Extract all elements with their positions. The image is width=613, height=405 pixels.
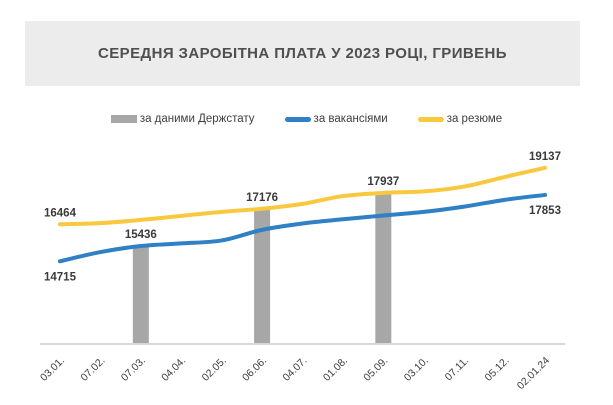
data-label: 16464: [44, 207, 77, 219]
x-axis-label: 05.12.: [483, 355, 512, 384]
legend-item-vacancies: за вакансіями: [284, 113, 388, 125]
data-label: 19137: [529, 151, 561, 163]
legend-label-resumes: за резюме: [446, 113, 503, 125]
x-axis-label: 07.11.: [443, 355, 472, 384]
chart-title: СЕРЕДНЯ ЗАРОБІТНА ПЛАТА У 2023 РОЦІ, ГРИ…: [98, 45, 507, 62]
data-label: 17937: [367, 176, 399, 188]
line-series: [58, 192, 547, 264]
x-axis-label: 07.02.: [78, 355, 107, 384]
line-swatch-icon: [284, 116, 311, 122]
bar-05.09.: [375, 193, 392, 344]
data-label: 14715: [44, 271, 77, 283]
legend-item-statistics: за даними Держстату: [110, 113, 255, 125]
bar-07.03.: [132, 246, 149, 344]
x-axis-label: 05.09.: [361, 355, 390, 384]
bar-swatch-icon: [110, 115, 137, 123]
x-axis-label: 02.01.24: [515, 355, 552, 392]
data-label: 17853: [529, 205, 561, 217]
chart-title-banner: СЕРЕДНЯ ЗАРОБІТНА ПЛАТА У 2023 РОЦІ, ГРИ…: [25, 21, 580, 86]
legend-label-vacancies: за вакансіями: [313, 113, 388, 125]
legend-label-statistics: за даними Держстату: [139, 113, 255, 125]
x-axis-label: 03.10.: [402, 355, 431, 384]
x-axis-label: 06.06.: [240, 355, 269, 384]
x-axis-label: 01.08.: [321, 355, 350, 384]
x-axis-label: 07.03.: [119, 355, 148, 384]
x-axis-label: 04.04.: [159, 355, 188, 384]
chart-legend: за даними Держстату за вакансіями за рез…: [0, 109, 613, 129]
bar-06.06.: [254, 209, 271, 344]
x-axis-label: 03.01.: [38, 355, 67, 384]
legend-item-resumes: за резюме: [417, 113, 503, 125]
line-series: [58, 165, 547, 227]
x-axis-label: 04.07.: [280, 355, 309, 384]
data-label: 15436: [125, 229, 157, 241]
data-label: 17176: [246, 192, 278, 204]
line-swatch-icon: [417, 116, 444, 122]
x-axis-label: 02.05.: [200, 355, 229, 384]
